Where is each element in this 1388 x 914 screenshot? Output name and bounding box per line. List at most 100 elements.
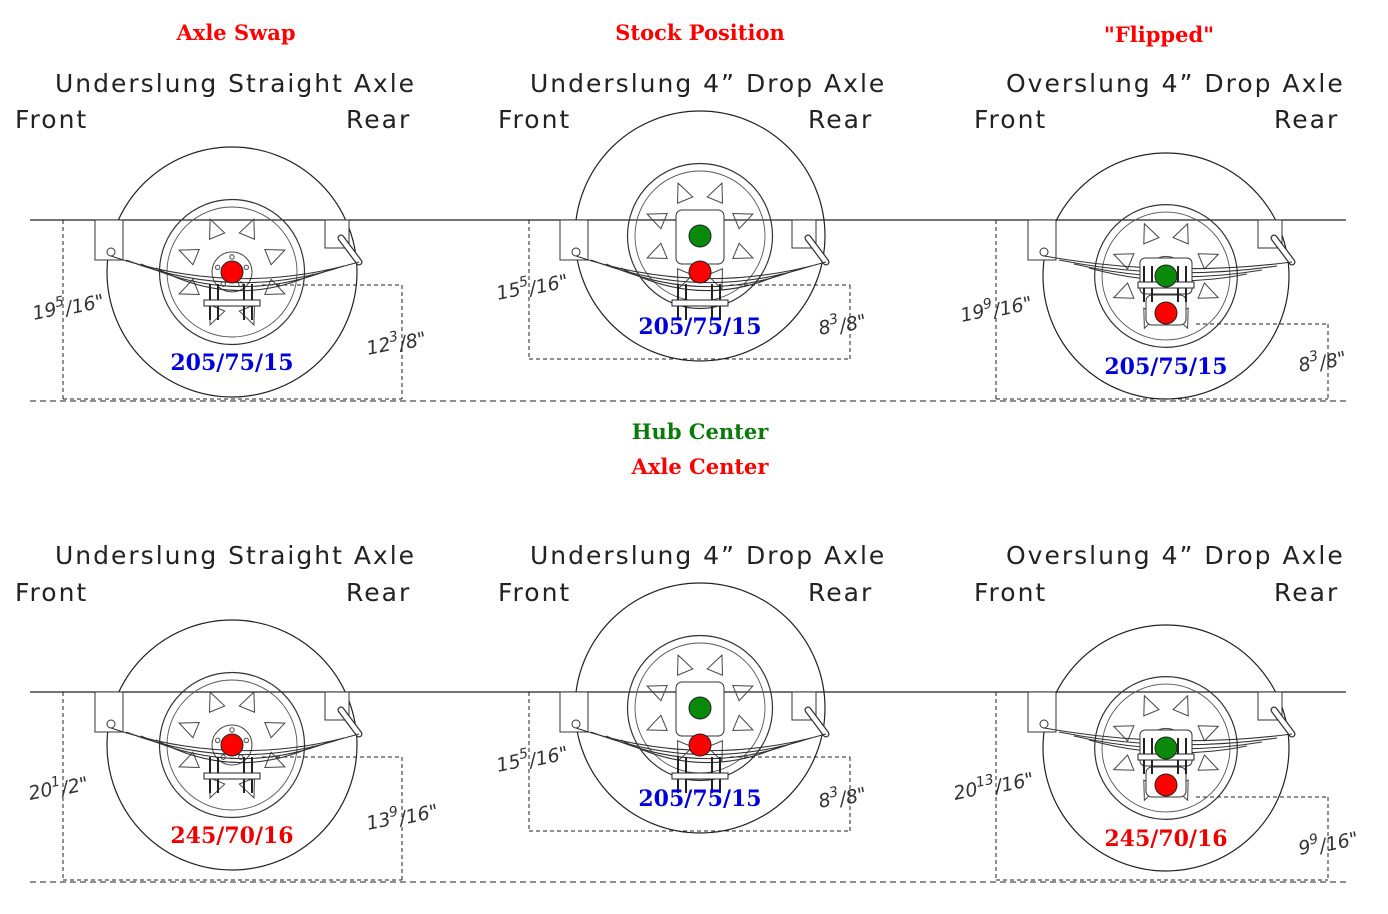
panel-caption: Underslung 4” Drop Axle: [530, 541, 886, 570]
shackle-inner: [805, 235, 829, 265]
left-measurement: 155/16": [494, 265, 570, 306]
rear-label: Rear: [1274, 578, 1339, 607]
vent-hole: [177, 278, 200, 295]
tire-size-label: 205/75/15: [1104, 354, 1227, 380]
vent-hole: [706, 653, 723, 676]
shackle-inner: [1271, 707, 1295, 737]
vent-hole: [238, 777, 255, 800]
vent-hole: [732, 685, 755, 702]
vent-hole: [264, 722, 287, 739]
lug-nut: [215, 264, 221, 271]
rim-inner: [1101, 211, 1231, 341]
header-axle-swap: Axle Swap: [176, 20, 296, 45]
header-flipped: "Flipped": [1104, 22, 1214, 47]
vent-hole: [177, 751, 200, 768]
rim-outer: [626, 162, 774, 310]
panel-caption: Underslung 4” Drop Axle: [530, 69, 886, 98]
vent-hole: [1143, 694, 1160, 717]
lug-nut: [215, 737, 221, 744]
vent-hole: [209, 217, 226, 240]
front-label: Front: [974, 105, 1047, 134]
rear-label: Rear: [1274, 105, 1339, 134]
front-label: Front: [498, 105, 571, 134]
shackle-inner: [1271, 235, 1295, 265]
axle-center-dot: [220, 733, 244, 757]
front-hanger: [1027, 219, 1057, 261]
leaf-spring: [620, 739, 782, 764]
legend-hub-center: Hub Center: [632, 419, 770, 444]
hub-center-dot: [1154, 736, 1178, 760]
front-label: Front: [15, 105, 88, 134]
vent-hole: [238, 304, 255, 327]
vent-hole: [1197, 754, 1220, 771]
vent-hole: [1172, 222, 1189, 245]
tire-outline: [106, 619, 358, 871]
panel-r2-c3: Overslung 4” Drop Axle Front Rear 2013/16" 9…: [951, 541, 1361, 881]
right-measurement: 123/8": [364, 323, 429, 362]
vent-hole: [732, 242, 755, 259]
rim-inner: [1101, 683, 1231, 813]
axle-center-dot: [220, 260, 244, 284]
axle-center-dot: [688, 260, 712, 284]
front-label: Front: [974, 578, 1047, 607]
vent-hole: [706, 181, 723, 204]
right-measurement: 99/16": [1296, 823, 1361, 862]
tire-size-label: 205/75/15: [638, 314, 761, 340]
vent-hole: [1112, 253, 1135, 270]
tie-plate: [203, 299, 261, 307]
panel-caption: Overslung 4” Drop Axle: [1006, 69, 1345, 98]
hub-center-dot: [688, 224, 712, 248]
rim-outer: [626, 634, 774, 782]
front-hanger: [94, 219, 124, 261]
rim-inner: [166, 206, 298, 338]
lug-nut: [229, 727, 235, 733]
tire-size-label: 245/70/16: [170, 823, 293, 849]
leaf-spring: [155, 739, 315, 764]
vent-hole: [177, 722, 200, 739]
left-measurement: 155/16": [494, 737, 570, 778]
panel-caption: Underslung Straight Axle: [55, 541, 416, 570]
vent-hole: [238, 690, 255, 713]
left-measurement: 201/2": [26, 768, 91, 807]
tire-outline: [106, 146, 358, 398]
hub-center-dot: [1154, 264, 1178, 288]
tire-size-label: 205/75/15: [638, 786, 761, 812]
vent-hole: [1197, 725, 1220, 742]
shackle-inner: [338, 707, 362, 737]
vent-hole: [732, 213, 755, 230]
vent-hole: [645, 242, 668, 259]
shackle-inner: [805, 707, 829, 737]
rim-outer: [158, 671, 306, 819]
vent-hole: [1112, 282, 1135, 299]
panel-r2-c2: Underslung 4” Drop Axle Front Rear 155/16" 8…: [494, 541, 886, 834]
vent-hole: [645, 685, 668, 702]
vent-hole: [1197, 282, 1220, 299]
panel-caption: Overslung 4” Drop Axle: [1006, 541, 1345, 570]
axle-center-dot: [1154, 301, 1178, 325]
vent-hole: [1112, 725, 1135, 742]
vent-hole: [1172, 694, 1189, 717]
right-measurement: 83/8": [816, 305, 869, 341]
panel-r1-c1: Underslung Straight Axle Front Rear 195/16"…: [15, 69, 429, 400]
vent-hole: [177, 249, 200, 266]
hub-center-dot: [688, 696, 712, 720]
lug-nut: [243, 737, 249, 744]
vent-hole: [645, 714, 668, 731]
vent-hole: [1112, 754, 1135, 771]
leaf-spring: [620, 267, 782, 292]
front-hanger: [559, 691, 589, 733]
axle-center-dot: [1154, 773, 1178, 797]
tire-size-label: 245/70/16: [1104, 826, 1227, 852]
front-hanger: [94, 691, 124, 733]
vent-hole: [238, 217, 255, 240]
tie-plate: [671, 772, 729, 780]
rear-label: Rear: [346, 105, 411, 134]
vent-hole: [1143, 222, 1160, 245]
tire-size-label: 205/75/15: [170, 350, 293, 376]
shackle-inner: [338, 235, 362, 265]
rear-label: Rear: [346, 578, 411, 607]
lug-nut: [243, 264, 249, 271]
